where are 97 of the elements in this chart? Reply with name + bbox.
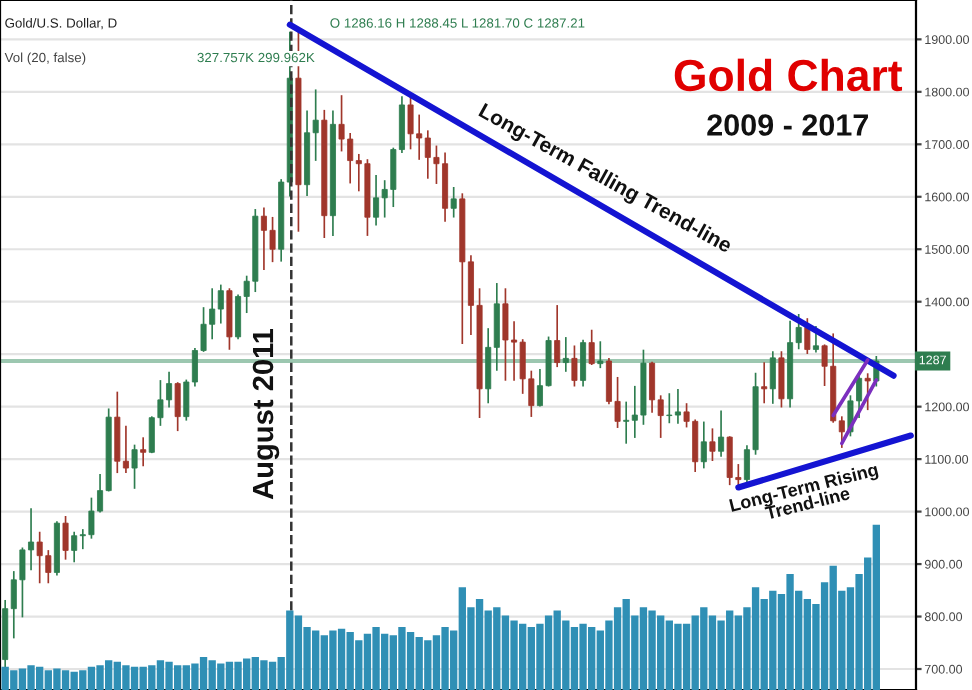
bar [501, 615, 510, 690]
bar [872, 524, 880, 690]
candlestick [269, 216, 276, 263]
bar [165, 661, 173, 690]
bar [682, 623, 691, 690]
bar [424, 640, 432, 690]
bar [346, 632, 354, 690]
bar [674, 623, 682, 690]
bar [1, 666, 9, 690]
bar [553, 610, 561, 690]
bar [639, 607, 648, 690]
bar [622, 598, 630, 690]
candlestick [769, 351, 776, 404]
annotation: August 2011 [252, 328, 280, 500]
bar [708, 615, 717, 690]
bar [475, 598, 484, 690]
text: Gold Chart [674, 58, 903, 92]
candlestick [217, 284, 224, 324]
bar [372, 627, 380, 690]
bar [406, 632, 415, 690]
bar [751, 587, 760, 690]
bar [510, 620, 518, 690]
bar [70, 671, 78, 690]
bar [148, 665, 156, 690]
bar [329, 630, 337, 690]
candlestick [761, 362, 768, 404]
candlestick [502, 288, 509, 381]
candlestick [588, 329, 595, 365]
candlestick [174, 382, 181, 432]
candlestick [864, 373, 871, 411]
candlestick [226, 288, 233, 350]
bar [570, 627, 579, 690]
candlestick [450, 187, 457, 218]
bar [217, 663, 225, 690]
bar [225, 661, 234, 690]
bar [191, 663, 199, 690]
bar [208, 660, 216, 690]
bar [18, 668, 27, 690]
bar [536, 623, 544, 690]
bar [769, 590, 777, 690]
candlestick [709, 428, 716, 462]
bar [286, 610, 294, 690]
bar [27, 665, 35, 690]
candlestick [140, 437, 147, 467]
bar [294, 615, 303, 690]
candlestick [19, 547, 26, 618]
bar [415, 637, 423, 690]
bar [700, 607, 708, 690]
bar [432, 635, 441, 690]
bar [139, 666, 147, 690]
bar [786, 574, 794, 690]
text: 2009 - 2017 [707, 114, 868, 136]
bar [398, 627, 406, 690]
bar [691, 615, 699, 690]
bar [199, 656, 208, 690]
candlestick [562, 337, 569, 372]
candlestick [88, 497, 95, 539]
candlestick [571, 345, 578, 387]
bar [96, 665, 104, 690]
candlestick [700, 421, 707, 469]
candlestick [114, 391, 121, 474]
bar [355, 640, 363, 690]
bar [79, 670, 87, 690]
candlestick [649, 361, 656, 413]
candlestick [373, 174, 380, 226]
bar [122, 665, 130, 690]
candlestick [131, 444, 138, 489]
candlestick [674, 389, 681, 424]
bar [579, 623, 587, 690]
candlestick [623, 401, 630, 444]
candlestick [812, 326, 819, 353]
candlestick [778, 351, 785, 408]
candlestick [62, 516, 69, 560]
bar [648, 610, 656, 690]
candlestick [407, 93, 414, 150]
bar [234, 661, 242, 690]
bar [130, 666, 139, 690]
candlestick [580, 339, 587, 387]
candlestick [597, 341, 604, 369]
bar [268, 661, 277, 690]
bar [53, 668, 61, 690]
candlestick [666, 393, 673, 424]
bar [87, 666, 96, 690]
bar [61, 670, 70, 690]
candlestick [718, 410, 725, 457]
bar [829, 565, 837, 690]
candlestick [71, 531, 78, 563]
bar [544, 615, 553, 690]
bar [10, 670, 18, 690]
candlestick [554, 305, 561, 368]
bar [156, 660, 165, 690]
bar [613, 607, 622, 690]
bar [260, 660, 268, 690]
bar [363, 633, 372, 690]
bar [337, 628, 346, 690]
bar [493, 607, 501, 690]
bar [441, 627, 449, 690]
